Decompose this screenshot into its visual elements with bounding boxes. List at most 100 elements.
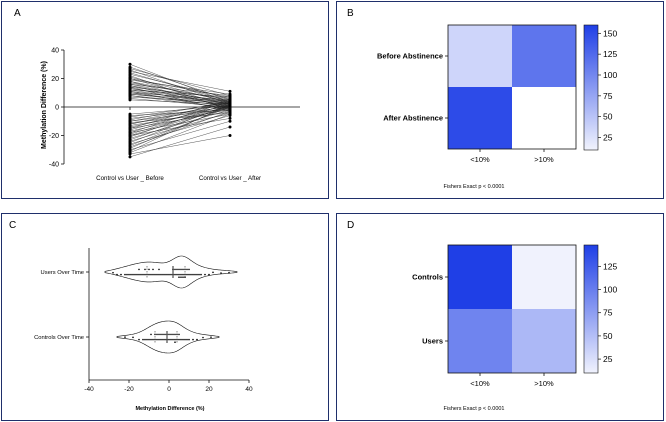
data-point-c [152, 273, 154, 276]
pair-line [129, 78, 231, 98]
pair-line [129, 79, 231, 95]
data-point-c [148, 273, 150, 276]
data-point-c [178, 338, 180, 341]
point-after [228, 109, 232, 113]
data-point-c [178, 276, 180, 278]
point-after [228, 112, 232, 116]
pair-line [129, 89, 231, 98]
data-point-c [170, 333, 172, 336]
data-point-c [156, 273, 158, 276]
column-label: >10% [534, 155, 554, 164]
data-point-c [154, 273, 156, 276]
data-point-c [170, 338, 172, 341]
column-label: <10% [470, 379, 490, 388]
heatmap-cell [512, 245, 576, 309]
colorbar-tick-label: 100 [603, 285, 617, 295]
data-point-c [158, 268, 160, 271]
data-point-c [132, 273, 134, 276]
data-point-c [182, 273, 184, 276]
data-point-c [204, 273, 206, 276]
heatmap-cell [448, 87, 512, 149]
data-point-c [188, 338, 190, 341]
point-before [128, 98, 132, 102]
colorbar-tick-label: 50 [603, 112, 613, 122]
data-point-c [174, 333, 176, 336]
data-point-c [182, 268, 184, 271]
data-point-c [152, 338, 154, 341]
data-point-c [134, 273, 136, 276]
pair-line [129, 126, 231, 158]
data-point-c [156, 333, 158, 336]
data-point-c [202, 336, 204, 339]
panel-d: D Controls Users <10% >10% 125 100 75 50 25 Fish… [336, 213, 664, 421]
pair-line [129, 101, 231, 133]
caption-d: Fishers Exact p < 0.0001 [444, 406, 505, 412]
pair-line [129, 92, 231, 101]
point-after [228, 134, 232, 137]
panel-label-b: B [347, 8, 354, 19]
colorbar-tick-label: 75 [603, 91, 613, 101]
violin-outline [104, 255, 238, 289]
x-tick-label-c: 20 [205, 386, 213, 393]
data-point-c [168, 333, 170, 336]
pair-line [129, 95, 231, 106]
data-point-c [198, 273, 200, 276]
point-before [128, 155, 132, 159]
heatmap-b: Before Abstinence After Abstinence <10% >10… [377, 24, 617, 164]
data-point-c [142, 338, 144, 341]
colorbar-tick-label: 75 [603, 308, 613, 318]
data-point-c [208, 273, 210, 276]
data-point-c [136, 273, 138, 276]
data-point-c [212, 271, 214, 274]
pair-line [129, 85, 231, 103]
row-label: Users [422, 337, 443, 346]
pair-line [129, 98, 231, 108]
data-point-c [144, 338, 146, 341]
pair-line [129, 109, 231, 139]
panel-c: C -40 -20 0 20 40 Users Over Time Controls Ove… [1, 213, 329, 421]
data-point-c [174, 268, 176, 271]
data-point-c [182, 338, 184, 341]
data-point-c [150, 338, 152, 341]
chart-d: D Controls Users <10% >10% 125 100 75 50 25 Fish… [347, 220, 617, 412]
data-point-c [162, 338, 164, 341]
x-tick-label-c: 0 [167, 386, 171, 393]
point-after [228, 125, 232, 129]
category-label-c: Controls Over Time [34, 335, 84, 341]
pair-line [129, 103, 231, 143]
chart-c: C -40 -20 0 20 40 Users Over Time Controls Ove… [9, 220, 253, 412]
data-point-c [174, 338, 176, 341]
point-after [228, 102, 232, 106]
y-tick-label-a: -40 [49, 162, 59, 169]
data-point-c [150, 333, 152, 336]
data-point-c [112, 271, 114, 274]
pair-line [129, 105, 231, 149]
heatmap-cell [512, 309, 576, 373]
y-axis-label-a: Methylation Difference (%) [41, 61, 48, 149]
data-point-c [188, 273, 190, 276]
data-point-c [140, 273, 142, 276]
pair-line [129, 83, 231, 96]
data-point-c [170, 273, 172, 276]
pair-line [129, 135, 231, 155]
data-point-c [186, 273, 188, 276]
data-point-c [178, 333, 180, 336]
y-tick-label-a: 20 [51, 76, 59, 83]
pair-line [129, 93, 231, 105]
colorbar-tick-label: 50 [603, 331, 613, 341]
data-point-c [164, 333, 166, 336]
data-point-c [180, 338, 182, 341]
data-point-c [178, 273, 180, 276]
colorbar [583, 244, 599, 374]
data-point-c [192, 338, 194, 341]
data-point-c [152, 268, 154, 271]
pair-line [129, 93, 231, 102]
data-point-c [138, 273, 140, 276]
data-point-c [162, 273, 164, 276]
data-point-c [124, 273, 126, 276]
heatmap-cell [512, 87, 576, 149]
data-point-c [174, 341, 176, 343]
data-point-c [182, 276, 184, 278]
caption-b: Fishers Exact p < 0.0001 [444, 184, 505, 190]
point-after [228, 119, 232, 123]
